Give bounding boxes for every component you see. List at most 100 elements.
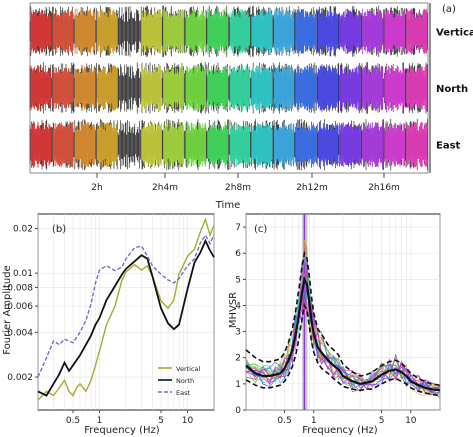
- window-16-vertical: [362, 8, 383, 54]
- panel-c-y-tick-label: 0: [235, 406, 241, 416]
- window-12-vertical: [273, 8, 295, 54]
- window-10-north: [229, 65, 251, 111]
- window-7-vertical: [163, 8, 184, 55]
- legend-label-north: North: [176, 377, 194, 385]
- window-8-east: [185, 121, 207, 168]
- window-9-east: [207, 121, 229, 168]
- panel-b-y-tick-label: 0.008: [7, 284, 33, 294]
- legend-label-vertical: Vertical: [176, 365, 201, 373]
- time-tick-label: 2h16m: [368, 183, 400, 193]
- window-2-east: [52, 121, 74, 168]
- window-curve-13: [245, 258, 441, 394]
- window-10-vertical: [229, 9, 251, 54]
- panel-b-y-tick-label: 0.006: [7, 302, 33, 312]
- window-4-east: [96, 121, 118, 168]
- window-6-north: [141, 65, 162, 111]
- window-curve-12: [245, 289, 441, 389]
- track-label-east: East: [436, 141, 461, 152]
- window-12-east: [273, 121, 295, 168]
- panel-b-x-tick-label: 10: [182, 416, 194, 426]
- panel-c-x-tick-label: 0.5: [277, 416, 291, 426]
- window-12-north: [273, 65, 295, 111]
- panel-b-y-tick-label: 0.004: [7, 328, 33, 338]
- series-line-east: [37, 233, 215, 378]
- panel-c-x-tick-label: 5: [379, 416, 385, 426]
- series-line-north: [37, 238, 215, 397]
- window-17-north: [384, 65, 406, 111]
- panel-c-y-tick-label: 3: [235, 328, 241, 338]
- panel-c-y-tick-label: 5: [235, 275, 241, 285]
- window-17-east: [384, 121, 406, 168]
- time-tick-label: 2h12m: [296, 183, 328, 193]
- window-3-vertical: [74, 8, 96, 55]
- track-label-north: North: [436, 84, 468, 95]
- window-14-north: [317, 65, 339, 111]
- window-9-north: [207, 65, 229, 111]
- panel-b-x-axis-label: Frequency (Hz): [84, 425, 160, 436]
- window-2-north: [52, 66, 74, 110]
- window-4-north: [96, 65, 118, 111]
- window-14-vertical: [317, 8, 339, 54]
- window-10-east: [229, 122, 251, 167]
- window-7-north: [163, 66, 184, 110]
- window-9-vertical: [207, 8, 229, 55]
- panel-b-y-axis-label: Fourier Amplitude: [2, 265, 13, 354]
- window-13-vertical: [295, 8, 317, 54]
- window-13-east: [295, 122, 317, 167]
- panel-c-label: (c): [254, 224, 267, 235]
- window-3-east: [74, 122, 96, 168]
- panel-c-y-tick-label: 4: [235, 301, 241, 311]
- panel-c-mhvsr-chart: 0.5 1 5 10 0 1 2 3 4 5 6 7: [235, 213, 441, 426]
- legend-label-east: East: [176, 389, 190, 397]
- time-tick-label: 2h8m: [225, 183, 251, 193]
- window-16-east: [362, 122, 383, 168]
- window-18-east: [406, 121, 428, 168]
- window-curve-16: [245, 263, 441, 394]
- window-17-vertical: [384, 8, 406, 54]
- panel-b-label: (b): [52, 224, 66, 235]
- panel-b-y-tick-label: 0.02: [13, 224, 33, 234]
- window-curve-4: [245, 239, 441, 392]
- window-16-north: [362, 65, 383, 111]
- window-15-east: [340, 122, 361, 168]
- window-3-north: [74, 65, 96, 111]
- panel-b-x-tick-label: 5: [158, 416, 164, 426]
- panel-a-x-axis-label: Time: [215, 200, 240, 211]
- time-tick-label: 2h: [91, 183, 102, 193]
- window-11-east: [251, 122, 273, 168]
- panel-c-x-tick-label: 10: [405, 416, 417, 426]
- time-tick-label: 2h4m: [152, 183, 178, 193]
- panel-b-y-tick-label: 0.01: [13, 269, 33, 279]
- panel-c-y-tick-label: 6: [235, 249, 241, 259]
- window-6-east: [141, 121, 162, 168]
- panel-c-y-tick-label: 7: [235, 223, 241, 233]
- window-15-vertical: [340, 8, 361, 54]
- panel-b-fourier-chart: 0.5 1 5 10 0.002 0.004 0.006 0.008 0.01 0.02 Verti…: [7, 213, 215, 426]
- window-4-vertical: [96, 8, 118, 55]
- window-13-north: [295, 65, 317, 111]
- window-7-east: [163, 122, 184, 168]
- panel-b-y-tick-label: 0.002: [7, 373, 33, 383]
- mean-mhvsr-line: [245, 275, 441, 392]
- panel-c-x-axis-label: Frequency (Hz): [302, 425, 378, 436]
- window-11-north: [251, 65, 273, 111]
- window-2-vertical: [52, 9, 74, 54]
- series-line-vertical: [37, 217, 215, 401]
- panel-a-waveforms: Vertical North East 2h 2h4m 2h8m 2h12m 2h16m: [29, 2, 473, 193]
- panel-c-y-tick-label: 2: [235, 354, 241, 364]
- window-15-north: [340, 65, 361, 111]
- window-18-north: [406, 65, 428, 111]
- window-8-north: [185, 65, 207, 111]
- window-18-vertical: [406, 8, 428, 54]
- panel-c-y-axis-label: MHVSR: [228, 292, 239, 328]
- window-8-vertical: [185, 8, 207, 55]
- window-14-east: [317, 121, 339, 168]
- panel-c-x-tick-label: 1: [311, 416, 317, 426]
- panel-a-label: (a): [442, 4, 456, 15]
- panel-b-x-tick-label: 0.5: [66, 416, 80, 426]
- panel-c-y-tick-label: 1: [235, 380, 241, 390]
- window-6-vertical: [141, 8, 162, 54]
- window-1-east: [30, 122, 52, 167]
- std-lower-line: [245, 302, 441, 397]
